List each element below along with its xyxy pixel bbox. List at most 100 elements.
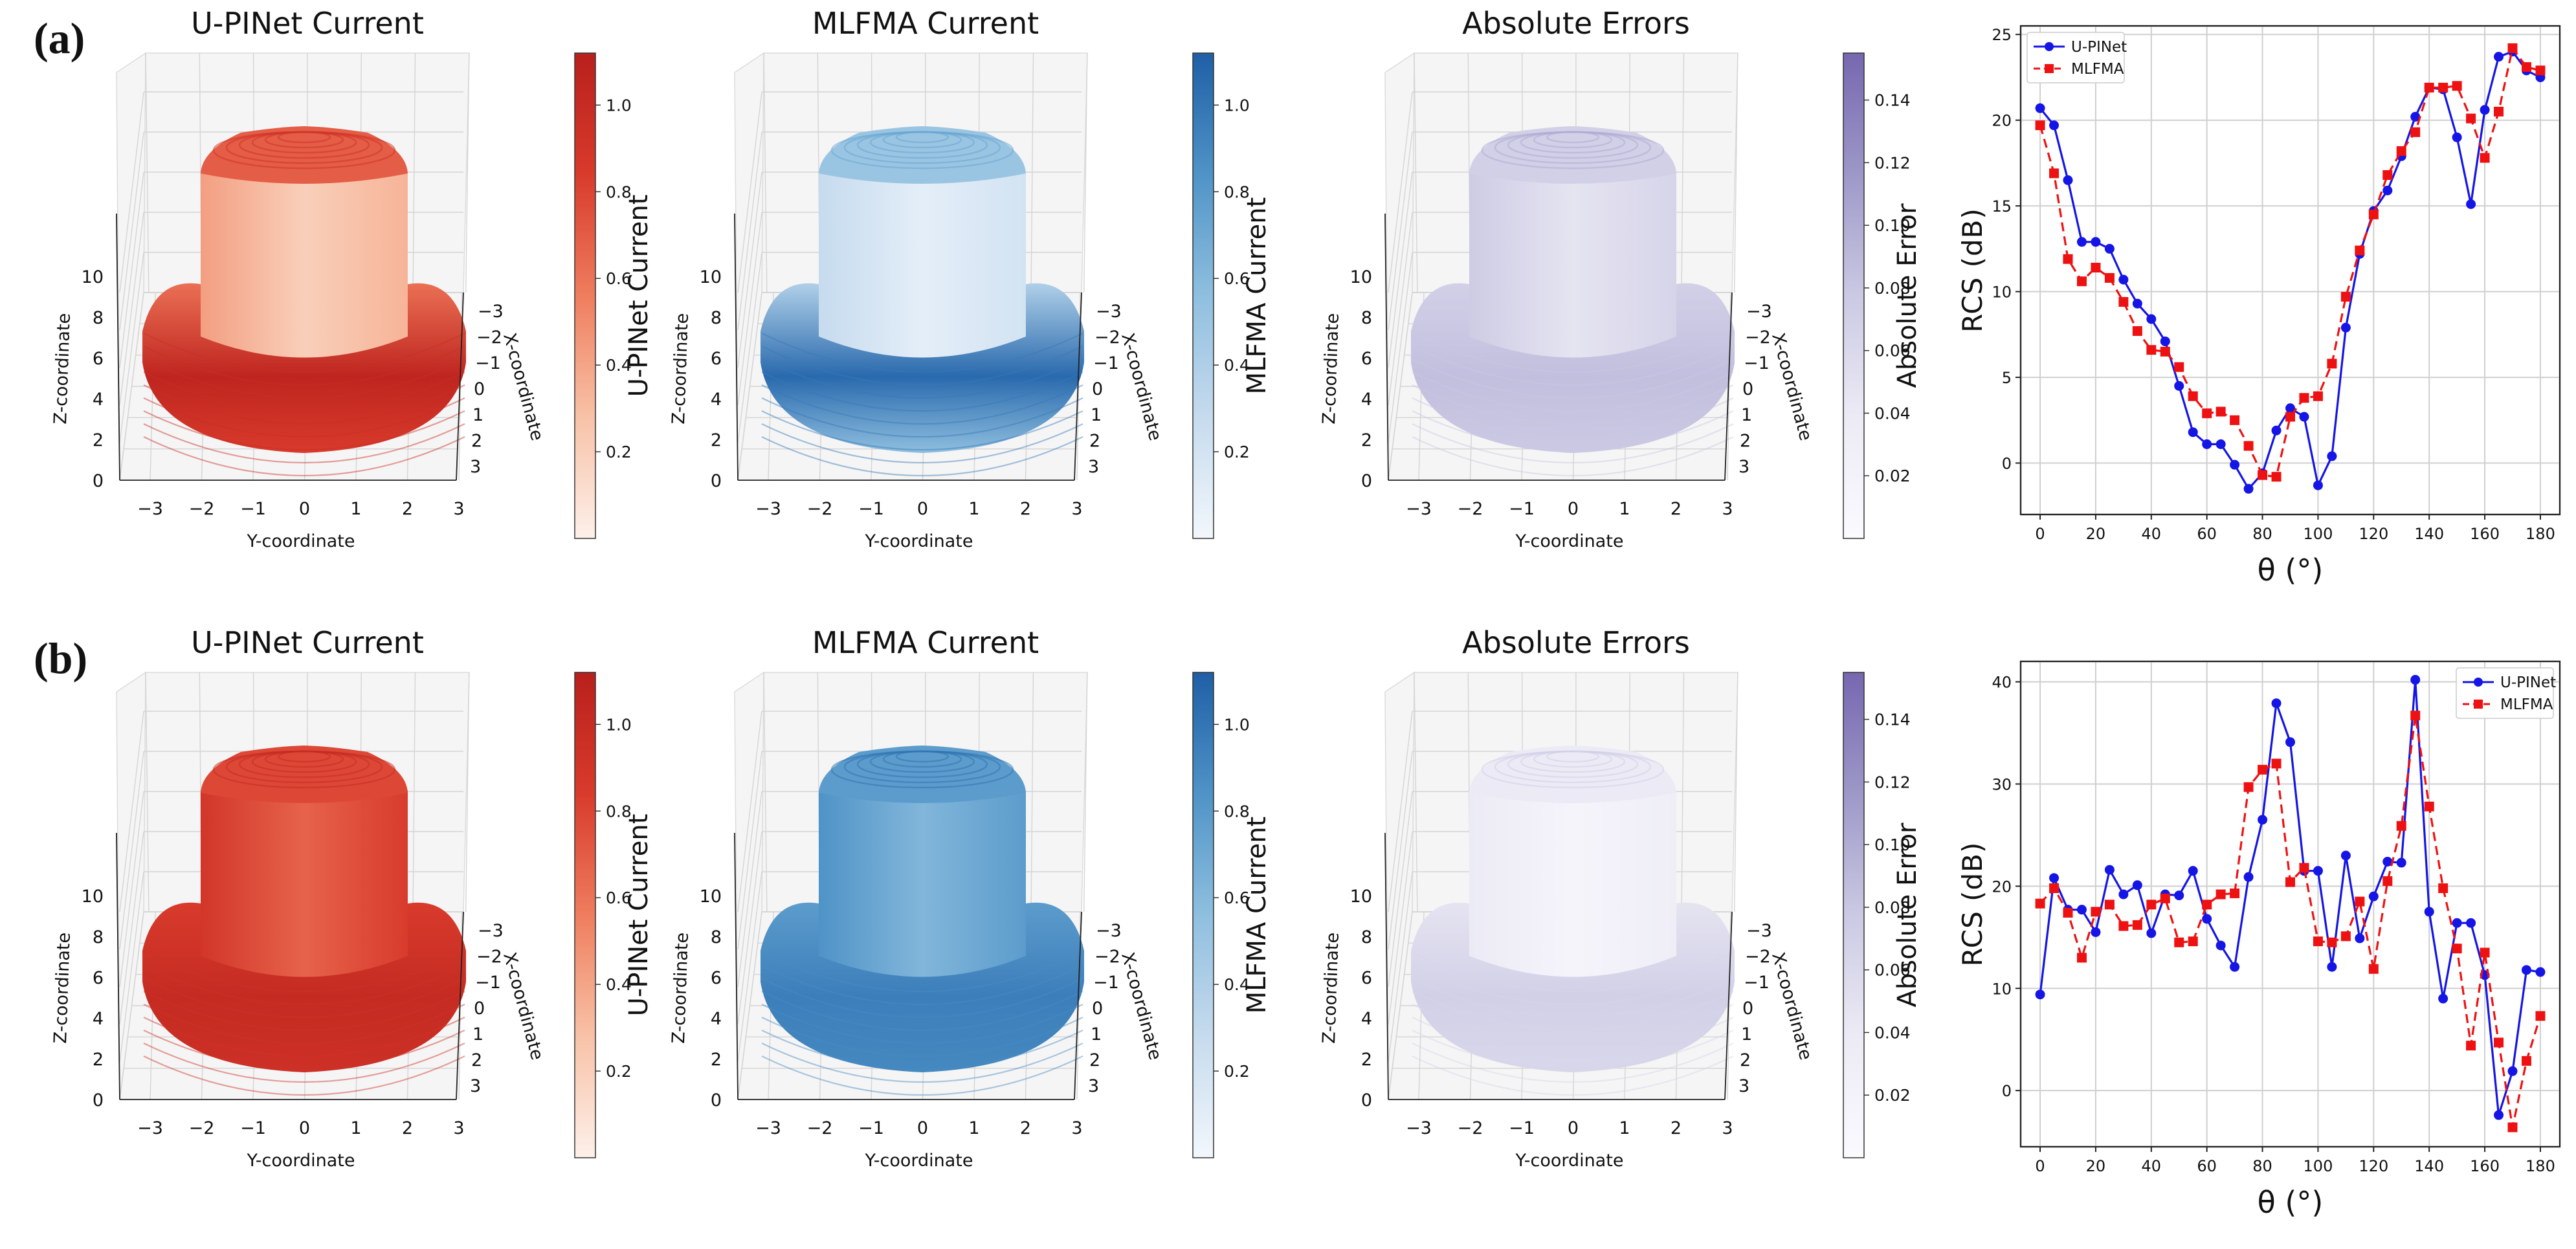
surface-plots: U-PINet Current −3 −2 −1 0 1 2 3 Y-coordinate 0 2 4… xyxy=(50,6,1922,1171)
data-point-mlfma xyxy=(2118,921,2129,931)
object-body xyxy=(201,791,408,977)
gridline xyxy=(1388,212,1413,406)
y-axis-label: RCS (dB) xyxy=(1957,842,1988,967)
data-point-mlfma xyxy=(2049,168,2060,179)
y-tick-label: −3 xyxy=(1406,1118,1432,1138)
surface-ring xyxy=(143,991,465,1032)
panel-title: Absolute Errors xyxy=(1462,625,1690,660)
gridline xyxy=(1388,91,1413,293)
gridline xyxy=(119,751,144,950)
surface-ring xyxy=(1412,371,1734,412)
data-point-u-pinet xyxy=(2049,873,2060,883)
surface-ring xyxy=(1412,346,1734,386)
surface-ring xyxy=(761,346,1083,386)
y-tick-label: 1 xyxy=(350,1118,361,1138)
data-point-mlfma xyxy=(2076,953,2087,963)
object-body xyxy=(201,171,408,358)
data-point-u-pinet xyxy=(2438,993,2448,1004)
gridline xyxy=(119,131,144,331)
colorbar-tick-label: 0.02 xyxy=(1874,467,1911,485)
y-tick-label: 2 xyxy=(402,1118,413,1138)
z-tick-label: 6 xyxy=(711,349,722,369)
y-tick-label: −1 xyxy=(858,1118,884,1138)
data-point-u-pinet xyxy=(2146,314,2157,324)
surface-ring xyxy=(761,436,1083,477)
legend-marker xyxy=(2474,678,2483,687)
x-tick-label: 1 xyxy=(1091,405,1102,425)
x-tick-label: −3 xyxy=(1096,302,1122,322)
x-tick-label: −1 xyxy=(1744,973,1770,993)
z-tick-label: 0 xyxy=(711,1090,722,1111)
data-point-u-pinet xyxy=(2174,381,2184,391)
z-tick-label: 0 xyxy=(1361,471,1372,491)
colorbar xyxy=(1843,672,1865,1158)
y-tick-label: −3 xyxy=(1406,499,1432,519)
surface-ring xyxy=(1412,384,1734,425)
data-point-mlfma xyxy=(2327,359,2337,369)
x-tick-label: −3 xyxy=(1746,921,1772,941)
surface-ring xyxy=(1412,1017,1734,1057)
colorbar-tick-label: 0.06 xyxy=(1874,961,1911,980)
y-tick-label: −3 xyxy=(137,1118,163,1138)
colorbar xyxy=(1843,52,1865,539)
data-point-mlfma xyxy=(2507,1122,2518,1133)
y-tick-label: −3 xyxy=(137,499,163,519)
z-tick-label: 10 xyxy=(1350,267,1372,287)
x-tick-label: 100 xyxy=(2304,525,2333,543)
colorbar-tick-label: 0.4 xyxy=(1224,356,1250,375)
x-tick-label: 0 xyxy=(2035,525,2045,543)
x-axis-label: θ (°) xyxy=(2258,553,2324,588)
colorbar-label: Absolute Error xyxy=(1893,823,1922,1008)
colorbar xyxy=(1192,52,1214,539)
data-point-u-pinet xyxy=(2104,865,2115,875)
data-point-mlfma xyxy=(2049,883,2060,894)
data-point-u-pinet xyxy=(2104,243,2115,254)
colorbar-tick-label: 0.08 xyxy=(1874,898,1911,917)
z-axis-line xyxy=(116,213,120,481)
gridline xyxy=(1388,131,1413,331)
y-tick-label: −2 xyxy=(189,1118,215,1138)
colorbar-tick-label: 0.12 xyxy=(1874,153,1911,172)
surface-ring xyxy=(761,1017,1083,1057)
cap-ring xyxy=(895,131,949,144)
cap-ring xyxy=(277,131,331,144)
data-point-mlfma xyxy=(2494,106,2504,116)
z-axis-label: Z-coordinate xyxy=(50,313,74,425)
data-point-mlfma xyxy=(2480,947,2490,958)
x-axis-label: X-coordinate xyxy=(499,331,547,443)
x-tick-label: 0 xyxy=(1092,379,1103,399)
z-axis-label: Z-coordinate xyxy=(1319,932,1343,1044)
x-tick-label: −3 xyxy=(478,921,504,941)
surface-ring xyxy=(143,1017,465,1057)
data-point-mlfma xyxy=(2174,937,2184,947)
gridline xyxy=(119,91,144,293)
gridline xyxy=(119,171,144,368)
data-point-u-pinet xyxy=(2521,965,2531,975)
y-tick-label: −2 xyxy=(1458,1118,1483,1138)
data-point-mlfma xyxy=(2452,81,2462,91)
surface-ring xyxy=(143,384,465,425)
y-tick-label: −2 xyxy=(807,499,833,519)
z-axis-label: Z-coordinate xyxy=(50,932,74,1044)
y-tick-label: 0 xyxy=(2002,455,2012,473)
gridline xyxy=(1388,831,1413,1025)
legend-label: MLFMA xyxy=(2500,696,2553,713)
z-tick-label: 2 xyxy=(93,430,104,450)
z-tick-label: 0 xyxy=(1361,1090,1372,1111)
legend: U-PINet MLFMA xyxy=(2456,667,2556,719)
surface-ring xyxy=(1412,1056,1734,1096)
y-tick-label: 2 xyxy=(1671,499,1682,519)
z-tick-label: 8 xyxy=(711,308,722,328)
gridline xyxy=(465,52,470,293)
x-tick-label: 140 xyxy=(2414,1157,2444,1175)
y-tick-label: 0 xyxy=(299,1118,310,1138)
legend-label: MLFMA xyxy=(2071,61,2124,78)
y-tick-label: 30 xyxy=(1992,775,2012,793)
data-point-u-pinet xyxy=(2215,439,2226,449)
data-point-mlfma xyxy=(2258,764,2268,775)
data-point-mlfma xyxy=(2258,470,2268,480)
z-axis-label: Z-coordinate xyxy=(669,932,693,1044)
y-tick-label: 2 xyxy=(1671,1118,1682,1138)
x-tick-label: 100 xyxy=(2304,1157,2333,1175)
